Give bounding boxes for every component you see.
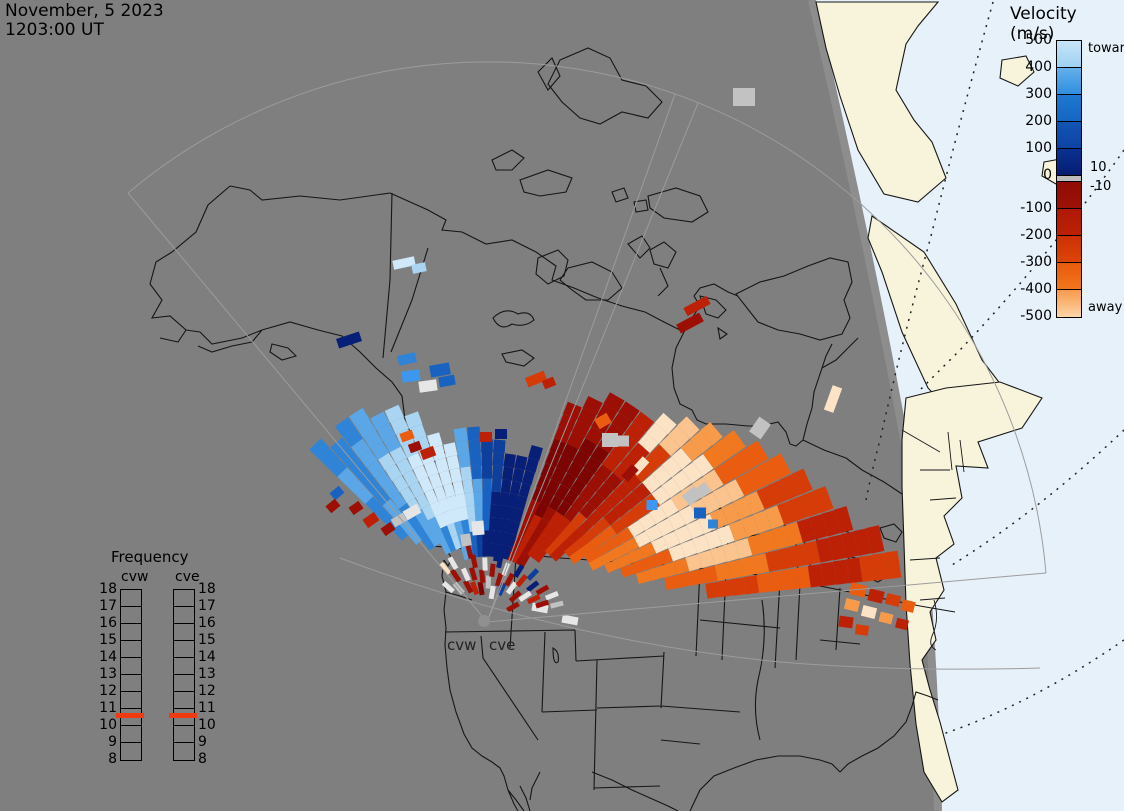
freq-tick-label-right: 10 — [198, 717, 216, 733]
velocity-colorbar — [1056, 40, 1082, 318]
freq-tick-label-right: 16 — [198, 615, 216, 631]
time-text: 1203:00 UT — [5, 20, 104, 40]
freq-tick-label-left: 10 — [99, 717, 117, 733]
radar-site-dot — [478, 615, 490, 627]
freq-bar-segment — [121, 709, 141, 726]
freq-radar-cvw-label: cvw — [121, 569, 149, 585]
velocity-tick-label: 400 — [1025, 59, 1052, 75]
freq-bar-segment — [174, 675, 194, 692]
freq-tick-label-left: 9 — [108, 734, 117, 750]
coastlines — [149, 47, 956, 811]
freq-bar-segment — [174, 743, 194, 760]
colorbar-segment — [1057, 68, 1081, 95]
velocity-tick-label: 200 — [1025, 113, 1052, 129]
colorbar-segment — [1057, 95, 1081, 122]
freq-tick-label-right: 15 — [198, 632, 216, 648]
freq-tick-label-left: 11 — [99, 700, 117, 716]
freq-bar-segment — [121, 624, 141, 641]
colorbar-segment — [1057, 263, 1081, 290]
colorbar-segment — [1057, 122, 1081, 149]
freq-radar-cve-label: cve — [175, 569, 200, 585]
colorbar-segment — [1057, 290, 1081, 317]
colorbar-segment — [1057, 176, 1081, 182]
velocity-tick-label: 500 — [1025, 32, 1052, 48]
freq-bar-segment — [121, 675, 141, 692]
freq-bar-segment — [174, 726, 194, 743]
toward-label: toward — [1088, 41, 1124, 56]
freq-marker — [116, 712, 144, 718]
freq-tick-label-right: 12 — [198, 683, 216, 699]
freq-tick-label-left: 14 — [99, 649, 117, 665]
freq-tick-label-right: 13 — [198, 666, 216, 682]
velocity-legend: Velocity (m/s) toward away 10 -10 500 400… — [1000, 0, 1124, 340]
frequency-legend: Frequency cvw cve 18 18 17 17 16 16 15 15 14 14 13… — [95, 545, 230, 780]
velocity-tick-label: 300 — [1025, 86, 1052, 102]
freq-tick-label-right: 8 — [198, 751, 207, 767]
timestamp-header: November, 5 2023 1203:00 UT — [5, 2, 164, 40]
freq-bar-cvw — [120, 589, 142, 761]
freq-tick-label-left: 17 — [99, 598, 117, 614]
day-land — [815, 1, 1075, 803]
freq-bar-segment — [174, 590, 194, 607]
freq-tick-label-left: 8 — [108, 751, 117, 767]
freq-marker — [169, 712, 197, 718]
colorbar-segment — [1057, 182, 1081, 209]
freq-tick-label-right: 14 — [198, 649, 216, 665]
freq-bar-segment — [174, 607, 194, 624]
freq-tick-label-left: 12 — [99, 683, 117, 699]
inner-neg-tick: -10 — [1090, 179, 1112, 194]
site-label-cve: cve — [489, 636, 515, 654]
freq-bar-segment — [174, 692, 194, 709]
velocity-legend-title: Velocity (m/s) — [1010, 4, 1077, 44]
freq-bar-segment — [174, 709, 194, 726]
freq-tick-label-left: 16 — [99, 615, 117, 631]
freq-bar-segment — [174, 641, 194, 658]
away-label: away — [1088, 300, 1123, 315]
freq-bar-segment — [121, 607, 141, 624]
velocity-tick-label: -400 — [1020, 281, 1052, 297]
fov-grid-lines — [127, 61, 1047, 670]
colorbar-segment — [1057, 209, 1081, 236]
radar-velocity-cells — [309, 88, 916, 636]
velocity-tick-label: -500 — [1020, 308, 1052, 324]
freq-tick-label-right: 17 — [198, 598, 216, 614]
velocity-tick-label: -300 — [1020, 254, 1052, 270]
freq-bar-segment — [121, 743, 141, 760]
freq-bar-segment — [121, 590, 141, 607]
colorbar-segment — [1057, 236, 1081, 263]
freq-tick-label-right: 18 — [198, 581, 216, 597]
inner-pos-tick: 10 — [1090, 160, 1107, 175]
freq-bar-segment — [174, 624, 194, 641]
colorbar-segment — [1057, 149, 1081, 176]
freq-bar-segment — [121, 692, 141, 709]
velocity-tick-label: 100 — [1025, 140, 1052, 156]
freq-tick-label-left: 13 — [99, 666, 117, 682]
velocity-tick-label: 0 — [1043, 167, 1052, 183]
freq-tick-label-right: 9 — [198, 734, 207, 750]
colorbar-segment — [1057, 41, 1081, 68]
freq-tick-label-left: 15 — [99, 632, 117, 648]
frequency-legend-title: Frequency — [111, 548, 189, 566]
dotted-grid-lines — [865, 1, 1124, 736]
freq-tick-label-right: 11 — [198, 700, 216, 716]
freq-bar-segment — [121, 641, 141, 658]
freq-tick-label-left: 18 — [99, 581, 117, 597]
date-text: November, 5 2023 — [5, 1, 164, 21]
day-state-borders — [901, 429, 965, 651]
freq-bar-segment — [174, 658, 194, 675]
freq-bar-cve — [173, 589, 195, 761]
freq-bar-segment — [121, 658, 141, 675]
velocity-tick-label: -200 — [1020, 227, 1052, 243]
site-label-cvw: cvw — [447, 636, 476, 654]
freq-bar-segment — [121, 726, 141, 743]
velocity-tick-label: -100 — [1020, 200, 1052, 216]
